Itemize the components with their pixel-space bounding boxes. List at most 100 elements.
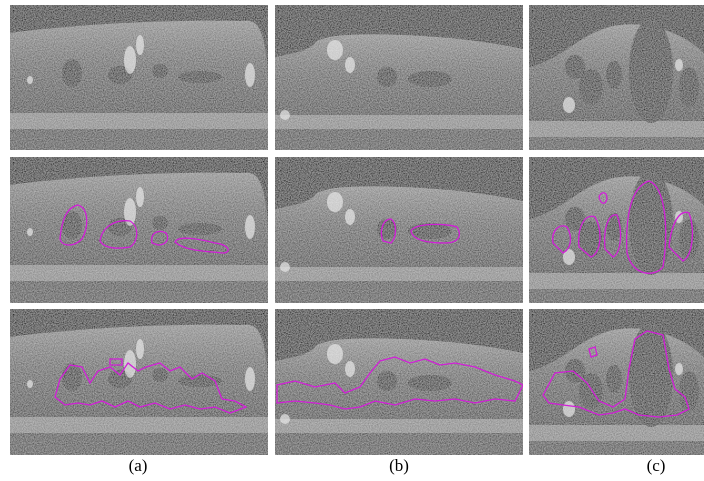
oct-panel [275,157,523,303]
choroid [10,281,268,303]
oct-panel [275,5,523,150]
cyst [629,323,673,427]
hyperreflective-spot [27,76,33,84]
cyst [108,370,132,388]
oct-image [529,157,704,303]
oct-image [10,5,268,150]
cyst [565,55,585,79]
rpe-band [10,417,268,433]
hyperreflective-spot [27,380,33,388]
fluid-contour [552,225,572,254]
oct-panel [10,309,268,455]
fluid-contour [380,218,397,244]
oct-image [275,157,523,303]
choroid [529,441,704,455]
rpe-band [10,265,268,281]
cyst [152,64,168,78]
fluid-contour [109,358,123,366]
hyperreflective-spot [245,63,255,87]
cyst [679,371,699,411]
hyperreflective-spot [675,59,683,71]
fluid-contour [668,211,694,262]
oct-panel [275,309,523,455]
hyperreflective-spot [124,46,136,74]
fluid-contour [598,192,608,204]
cyst [108,66,132,84]
hyperreflective-spot [327,192,343,212]
cyst [62,211,82,239]
fluid-contour [603,214,622,258]
cyst [408,71,452,87]
caption: (a) [129,456,148,475]
fluid-contour [578,215,601,258]
hyperreflective-spot [563,249,575,265]
cyst [606,365,622,393]
hyperreflective-spot [27,228,33,236]
cyst [377,67,397,87]
hyperreflective-spot [245,367,255,391]
hyperreflective-spot [345,57,355,73]
cyst [178,71,222,83]
choroid [10,433,268,455]
cyst [408,375,452,391]
rpe-band [529,273,704,289]
oct-panel [529,157,704,303]
cyst [178,223,222,235]
oct-image [529,309,704,455]
cyst [629,19,673,123]
hyperreflective-spot [245,215,255,239]
hyperreflective-spot [327,344,343,364]
hyperreflective-spot [345,361,355,377]
hyperreflective-spot [280,110,290,120]
fluid-contour [588,346,598,358]
rpe-band [275,115,523,129]
cyst [679,67,699,107]
oct-panel [529,5,704,150]
fluid-contour [99,220,138,249]
cyst [565,207,585,231]
oct-image [10,309,268,455]
hyperreflective-spot [124,198,136,226]
cyst [62,59,82,87]
cyst [579,221,603,257]
cyst [377,371,397,391]
oct-image [275,5,523,150]
fluid-contour [625,180,667,274]
hyperreflective-spot [345,209,355,225]
hyperreflective-spot [675,363,683,375]
choroid [275,281,523,303]
oct-panel [10,5,268,150]
fluid-contour [174,237,229,254]
hyperreflective-spot [280,262,290,272]
choroid [275,433,523,455]
cyst [62,363,82,391]
cyst [408,223,452,239]
choroid [275,129,523,150]
fluid-contour [542,330,690,418]
hyperreflective-spot [563,97,575,113]
cyst [606,61,622,89]
cyst [152,216,168,230]
fluid-contour [410,223,460,244]
cyst [679,219,699,259]
oct-panel [529,309,704,455]
oct-image [275,309,523,455]
cyst [629,171,673,275]
caption: (c) [647,456,666,475]
hyperreflective-spot [136,35,144,55]
hyperreflective-spot [136,187,144,207]
oct-image [10,157,268,303]
rpe-band [529,425,704,441]
hyperreflective-spot [280,414,290,424]
choroid [529,137,704,150]
hyperreflective-spot [327,40,343,60]
cyst [579,69,603,105]
hyperreflective-spot [136,339,144,359]
rpe-band [275,419,523,433]
fluid-contour [151,230,169,246]
fluid-contour [276,356,523,410]
caption: (b) [389,456,409,475]
choroid [529,289,704,303]
